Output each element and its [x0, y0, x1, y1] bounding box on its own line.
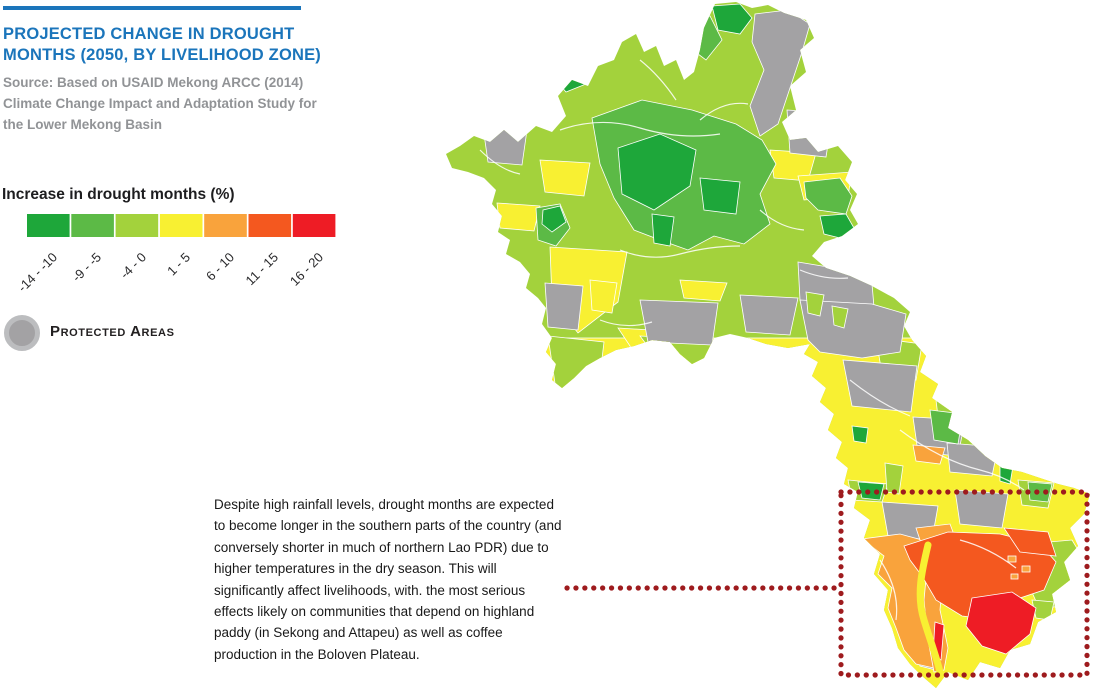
map-zone: [786, 109, 834, 158]
annotation-line: paddy (in Sekong and Attapeu) as well as…: [214, 625, 503, 641]
accent-rule: [3, 6, 301, 10]
map-zone: [912, 444, 946, 465]
legend-swatch: [292, 214, 336, 237]
legend-label: -4 - 0: [117, 250, 149, 282]
annotation-text: Despite high rainfall levels, drought mo…: [214, 494, 614, 665]
zone-boundaries: [479, 59, 1025, 621]
legend-swatch: [115, 214, 159, 237]
map-zone: [954, 489, 1009, 529]
map-zone: [965, 591, 1037, 655]
map-zone: [617, 133, 697, 211]
map-zone: [929, 409, 964, 445]
map-zone: [547, 335, 605, 393]
map-zone: [711, 3, 753, 35]
annotation-line: significantly affect livelihoods, with. …: [214, 582, 526, 598]
map-zone: [539, 159, 591, 197]
legend-swatch: [204, 214, 247, 237]
protected-areas-label: Protected Areas: [50, 323, 175, 340]
map-zone: [857, 481, 885, 501]
map-zone: [749, 9, 811, 137]
source-line: the Lower Mekong Basin: [3, 117, 163, 132]
map-zone: [544, 282, 584, 331]
annotation-line: conversely shorter in much of northern L…: [214, 539, 549, 555]
legend-swatch: [71, 214, 114, 237]
legend-swatch: [248, 214, 292, 237]
annotation-line: Despite high rainfall levels, drought mo…: [214, 497, 554, 512]
map-zone: [946, 442, 999, 477]
legend-swatch: [27, 214, 70, 237]
map-zone: [1007, 555, 1017, 563]
protected-area-icon: [4, 315, 40, 351]
map-zone: [699, 177, 741, 215]
legend-label: -14 - -10: [15, 250, 60, 295]
map-zone: [799, 299, 907, 359]
page-title-line2: MONTHS (2050, BY LIVELIHOOD ZONE): [3, 46, 322, 64]
map-zone: [496, 202, 541, 232]
map-zone: [541, 205, 567, 233]
annotation-line: to become longer in the southern parts o…: [214, 518, 562, 534]
legend-swatch: [159, 214, 203, 237]
laos-drought-map: [446, 2, 1090, 688]
drought-zones-orange-small: [1007, 555, 1031, 580]
legend-label: 16 - 20: [287, 250, 326, 289]
map-zone: [651, 213, 675, 247]
legend-label: -9 - -5: [69, 250, 104, 285]
highlight-rectangle: [838, 489, 1090, 678]
map-zone: [1003, 527, 1057, 557]
map-zone: [589, 279, 618, 314]
map-zone: [805, 291, 825, 317]
page-title: PROJECTED CHANGE IN DROUGHT MONTHS (2050…: [3, 24, 321, 66]
annotation-line: effects likely on communities that depen…: [214, 604, 535, 620]
map-zone: [831, 305, 849, 329]
annotation-line: higher temperatures in the dry season. T…: [214, 561, 497, 577]
map-zone: [739, 294, 799, 336]
legend-label: 11 - 15: [243, 250, 282, 289]
source-line: Climate Change Impact and Adaptation Stu…: [3, 96, 317, 111]
drought-zones-red: [932, 591, 1037, 661]
map-zone: [884, 462, 904, 495]
legend-label: 6 - 10: [203, 250, 237, 284]
drought-legend: -14 - -10 -9 - -5 -4 - 0 1 - 5 6 - 10 11…: [15, 214, 336, 295]
map-zone: [842, 359, 918, 413]
mekong-river-strip: [916, 541, 944, 676]
legend-title: Increase in drought months (%): [2, 186, 235, 203]
legend-label: 1 - 5: [164, 250, 193, 279]
map-zone: [1010, 573, 1019, 580]
map-zone: [1021, 565, 1031, 573]
map-zone: [679, 279, 728, 302]
source-line: Source: Based on USAID Mekong ARCC (2014…: [3, 75, 304, 90]
source-note: Source: Based on USAID Mekong ARCC (2014…: [3, 72, 317, 135]
page-title-line1: PROJECTED CHANGE IN DROUGHT: [3, 25, 295, 43]
protected-areas-legend: Protected Areas: [4, 315, 264, 355]
protected-area-zones: [482, 9, 1009, 671]
annotation-line: production in the Boloven Plateau.: [214, 646, 420, 662]
map-zone: [851, 425, 869, 444]
